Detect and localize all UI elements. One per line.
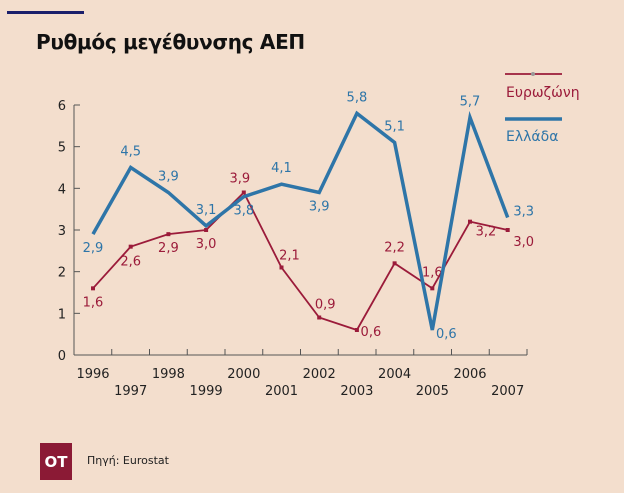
x-tick-label: 2000 [227,367,260,382]
data-label: 4,1 [271,161,292,176]
legend-marker-eurozone [531,72,535,76]
y-tick-label: 5 [58,141,66,156]
y-tick-label: 1 [58,307,66,322]
data-point [204,228,209,232]
data-point [241,190,246,195]
x-tick-label: 2004 [378,367,411,382]
y-tick-label: 4 [58,182,66,197]
data-label: 5,1 [384,120,405,135]
data-label: 3,2 [476,225,497,240]
x-tick-label: 2001 [265,384,298,399]
data-label: 2,1 [279,249,300,264]
x-tick-label: 2005 [416,384,449,399]
data-point [279,265,284,270]
data-point [354,328,359,332]
data-label: 3,3 [513,205,534,220]
data-point [128,244,133,249]
chart-title: Ρυθμός μεγέθυνσης ΑΕΠ [36,30,305,54]
data-label: 3,8 [233,204,254,219]
data-label: 3,9 [229,172,250,187]
series-line-eurozone [92,190,508,332]
data-label: 3,0 [513,235,534,250]
source-note: Πηγή: Eurostat [87,454,169,467]
data-label: 0,6 [361,325,382,340]
ot-logo: OT [40,443,72,480]
legend-label-greece: Ελλάδα [506,129,558,145]
data-point [430,286,435,291]
x-tick-label: 1996 [76,367,109,382]
y-tick-label: 3 [58,224,66,239]
data-point [166,232,171,237]
y-tick-label: 0 [58,349,66,364]
data-label: 3,1 [196,203,217,218]
data-label: 0,6 [436,327,457,342]
data-label: 3,9 [158,170,179,185]
y-tick-label: 6 [58,99,66,114]
data-label: 5,8 [347,90,368,105]
data-label: 2,6 [120,255,141,270]
x-tick-label: 2002 [303,367,336,382]
series-line-greece [91,110,510,331]
data-label: 0,9 [315,298,336,313]
x-tick-label: 2006 [453,367,486,382]
data-label: 2,2 [384,240,405,255]
data-label: 3,0 [196,237,217,252]
data-label: 5,7 [460,95,481,110]
data-point [91,286,95,291]
data-point [505,228,510,232]
x-tick-label: 1999 [190,384,223,399]
data-label: 1,6 [83,295,104,310]
data-label: 1,6 [422,265,443,280]
data-label: 3,9 [309,200,330,215]
accent-line [7,11,84,14]
y-tick-label: 2 [58,266,66,281]
data-label: 2,9 [83,241,104,256]
x-tick-label: 2003 [340,384,373,399]
data-label: 2,9 [158,241,179,256]
data-point [317,315,322,320]
data-point [392,261,397,266]
x-tick-label: 2007 [491,384,524,399]
data-label: 4,5 [120,145,141,160]
x-tick-label: 1998 [152,367,185,382]
legend-label-eurozone: Ευρωζώνη [506,85,580,101]
x-tick-label: 1997 [114,384,147,399]
data-point [468,219,472,224]
